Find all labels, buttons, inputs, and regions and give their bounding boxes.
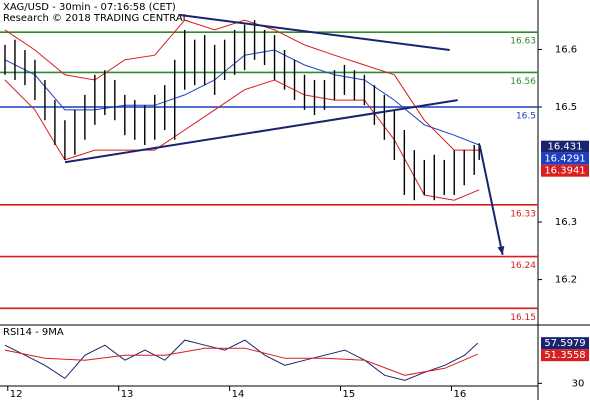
level-label: 16.15: [510, 313, 536, 323]
overlay-line: [4, 19, 480, 151]
value-box: [541, 164, 589, 177]
value-box: [541, 152, 589, 165]
value-box-label: 16.431: [548, 142, 583, 153]
x-tick-label: 15: [343, 389, 356, 400]
level-label: 16.63: [510, 37, 536, 47]
rsi-line: [4, 339, 479, 381]
x-tick-label: 14: [232, 389, 245, 400]
trendline: [64, 99, 458, 164]
arrow: [478, 144, 504, 256]
x-tick-label: 16: [453, 389, 466, 400]
x-tick-label: 13: [121, 389, 134, 400]
y-tick-label: 30: [572, 378, 585, 389]
x-tick-label: 12: [10, 389, 23, 400]
value-box-label: 16.4291: [544, 154, 585, 165]
level-label: 16.24: [510, 261, 536, 271]
rsi-title: RSI14 - 9MA: [3, 327, 64, 338]
y-tick-label: 16.2: [555, 275, 577, 286]
value-box-label: 57.5979: [544, 338, 585, 349]
value-box: [541, 140, 589, 153]
rsi-line: [4, 347, 478, 376]
y-tick-label: 16.6: [555, 44, 577, 55]
level-label: 16.33: [510, 209, 536, 219]
level-label: 16.56: [510, 77, 536, 87]
arrow-head: [497, 245, 505, 255]
y-tick-label: 16.5: [555, 102, 577, 113]
value-box-label: 16.3941: [544, 166, 585, 177]
value-box-label: 51.3558: [544, 350, 585, 361]
y-tick-label: 16.3: [555, 217, 577, 228]
trendline: [179, 13, 450, 52]
chart-subtitle: Research © 2018 TRADING CENTRAL: [3, 13, 189, 24]
value-box: [541, 349, 589, 362]
level-label: 16.5: [516, 111, 536, 121]
value-box: [541, 337, 589, 350]
chart-title: XAG/USD - 30min - 07:16:58 (CET): [3, 2, 176, 13]
